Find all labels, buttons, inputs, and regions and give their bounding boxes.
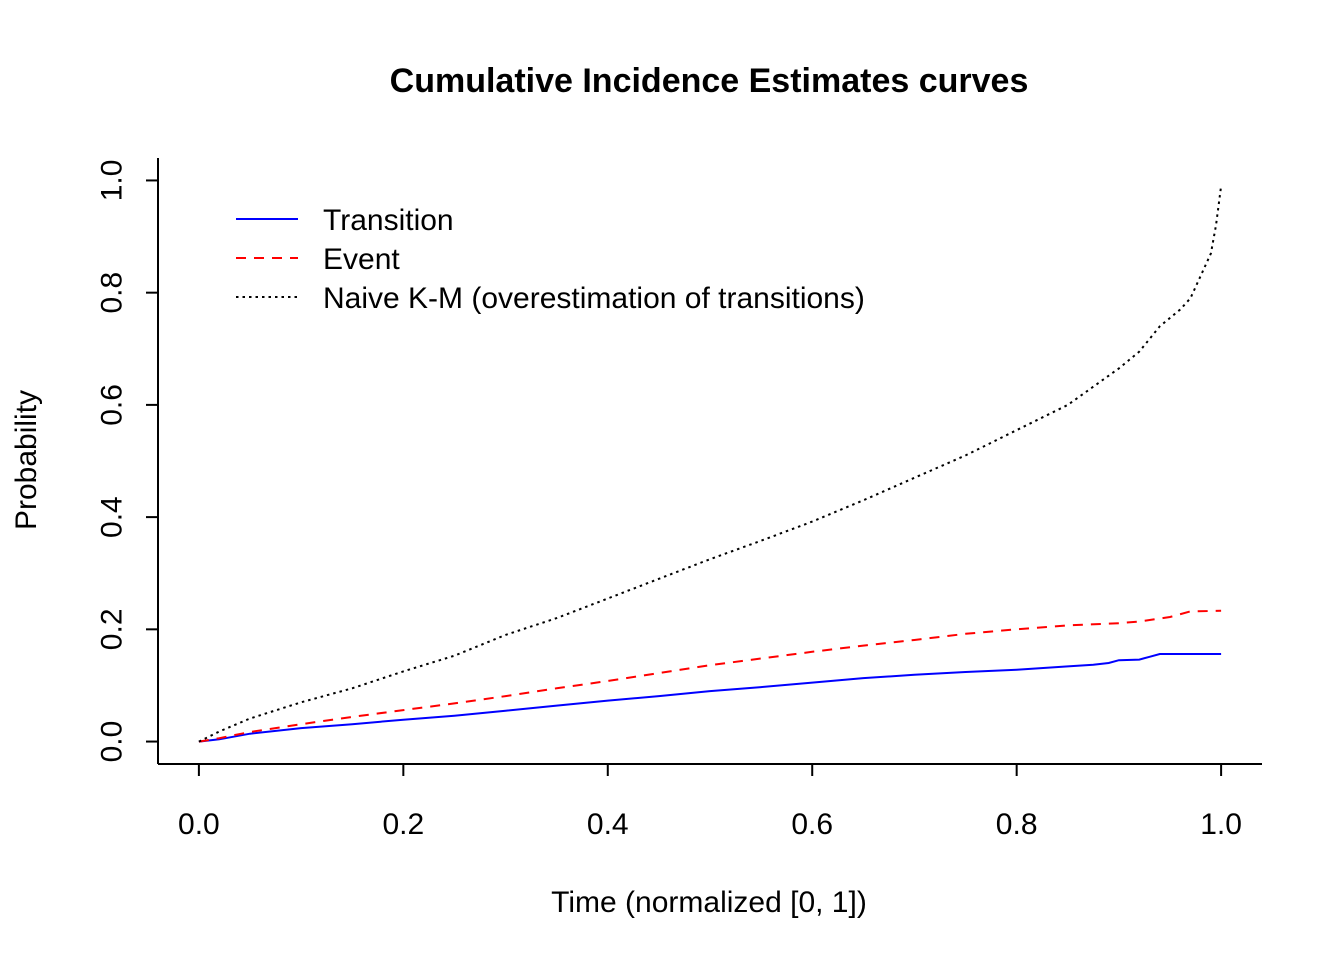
legend-label-1: Transition [323,204,454,237]
y-tick-label: 0.2 [96,608,129,650]
series-layer [198,185,1223,743]
y-tick-label: 0.4 [96,496,129,538]
y-tick-label: 0.0 [96,721,129,763]
legend-label-2: Event [323,243,400,276]
y-tick-label: 1.0 [96,160,129,202]
chart-title: Cumulative Incidence Estimates curves [390,62,1029,100]
y-tick-label: 0.6 [96,384,129,426]
x-tick-label: 0.4 [587,808,629,841]
y-tick-label: 0.8 [96,272,129,314]
x-tick-label: 1.0 [1200,808,1242,841]
x-tick-label: 0.6 [791,808,833,841]
legend-label-3: Naive K-M (overestimation of transitions… [323,282,865,315]
x-tick-label: 0.0 [178,808,220,841]
x-axis-label: Time (normalized [0, 1]) [551,886,867,919]
y-axis-label: Probability [10,390,43,530]
axes: 0.0 0.2 0.4 0.6 0.8 1.0 0.0 0.2 0.4 0.6 0.8 1.0 [96,158,1262,841]
series-line-1 [198,653,1222,743]
x-tick-label: 0.8 [996,808,1038,841]
series-line-2 [198,609,1222,743]
series-line-3 [198,185,1223,743]
legend: Transition Event Naive K-M (overestimation… [236,204,865,315]
x-tick-label: 0.2 [382,808,424,841]
